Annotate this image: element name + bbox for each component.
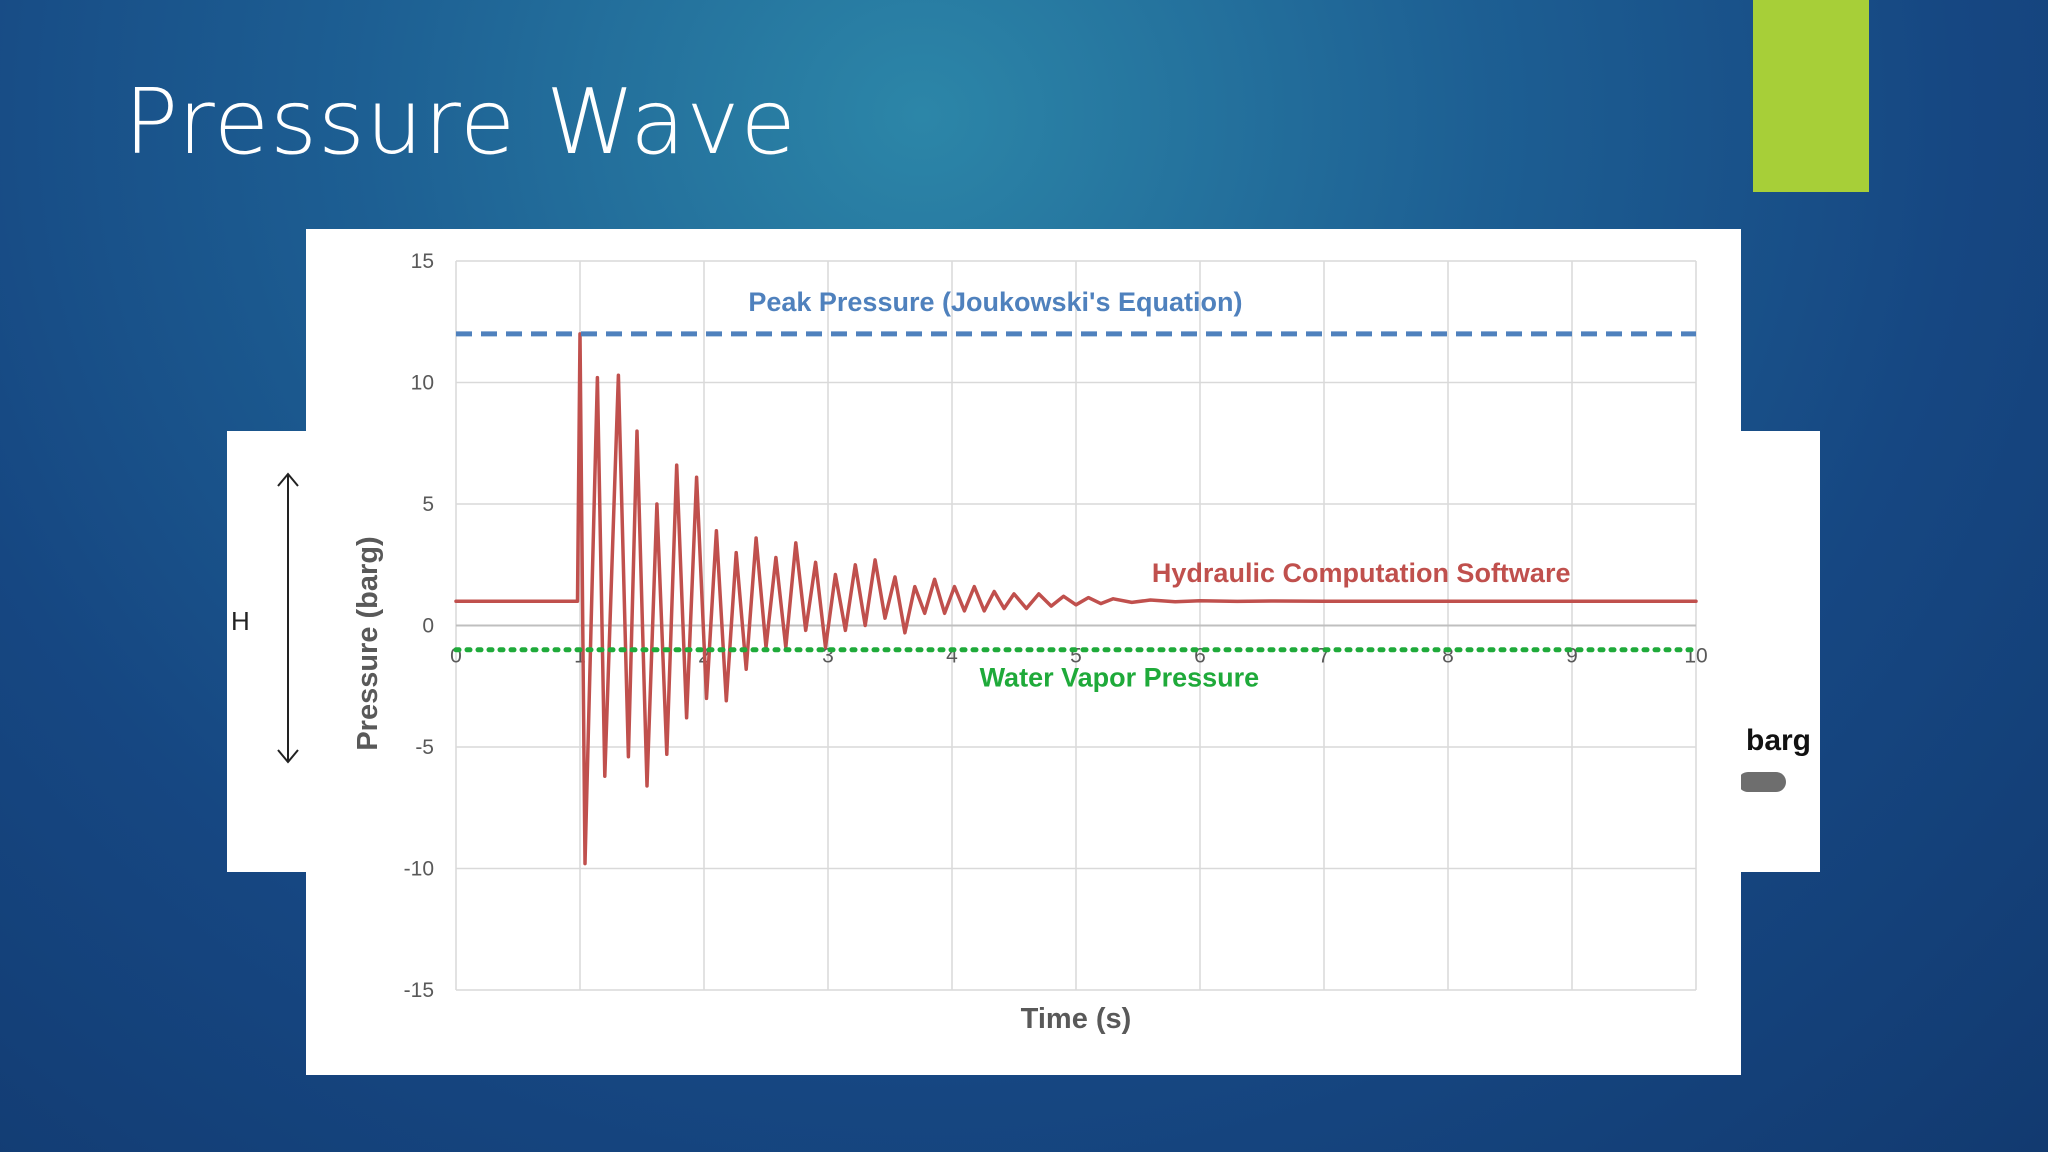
x-tick-label: 7	[1318, 645, 1330, 668]
x-tick-label: 3	[822, 645, 834, 668]
x-tick-label: 8	[1442, 645, 1454, 668]
series-annotation: Peak Pressure (Joukowski's Equation)	[748, 287, 1242, 317]
accent-block	[1753, 0, 1869, 192]
y-tick-label: 10	[411, 372, 434, 395]
slide-title: Pressure Wave	[124, 70, 797, 175]
series-line	[454, 332, 1698, 866]
y-tick-label: -10	[404, 858, 434, 881]
y-tick-label: 0	[422, 615, 434, 638]
double-arrow-icon	[277, 472, 299, 764]
x-tick-label: 1	[574, 645, 586, 668]
y-tick-label: -15	[404, 979, 434, 1002]
x-tick-label: 5	[1070, 645, 1082, 668]
x-axis-title: Time (s)	[1021, 1003, 1132, 1035]
y-tick-label: 5	[422, 493, 434, 516]
barg-label: barg	[1746, 724, 1812, 757]
chart-card: 15 10 5 0 -5 -10 -15 0 1 2 3 4 5 6 7 8 9 10 Peak Pressure …	[306, 229, 1741, 1075]
y-tick-label: -5	[415, 736, 434, 759]
y-tick-label: 15	[411, 250, 434, 273]
y-axis-title: Pressure (barg)	[352, 536, 384, 750]
x-tick-label: 6	[1194, 645, 1206, 668]
slider-handle	[1738, 772, 1786, 792]
x-tick-label: 0	[450, 645, 462, 668]
h-label: H	[231, 606, 250, 636]
left-side-panel	[227, 431, 317, 872]
series-annotation: Water Vapor Pressure	[980, 662, 1260, 692]
right-side-panel	[1730, 431, 1820, 872]
x-tick-label: 9	[1566, 645, 1578, 668]
series-annotation: Hydraulic Computation Software	[1152, 558, 1571, 588]
